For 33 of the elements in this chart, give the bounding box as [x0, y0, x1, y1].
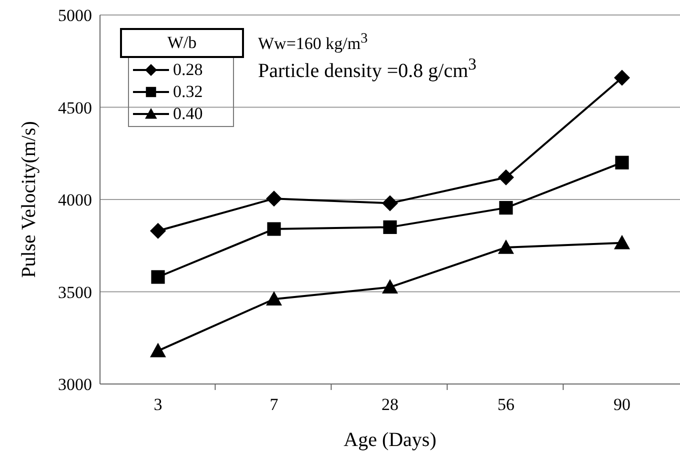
y-tick-label: 4500 — [58, 98, 92, 118]
point — [498, 169, 514, 186]
annotation: Particle density =0.8 g/cm$^{3}$ — [258, 54, 476, 82]
legend-title: W/b — [120, 28, 244, 58]
point — [266, 291, 282, 306]
point — [382, 279, 398, 294]
x-tick-label: 28 — [382, 395, 398, 414]
annotation: Ww=160 kg/m$^{3}$ — [258, 30, 368, 53]
y-axis-title: Pulse Velocity(m/s) — [18, 121, 40, 278]
point — [266, 190, 282, 207]
y-tick-label: 5000 — [58, 6, 92, 26]
point — [382, 195, 398, 212]
x-tick-label: 56 — [498, 395, 514, 414]
y-tick-label: 3500 — [58, 282, 92, 302]
point — [383, 220, 397, 234]
y-tick-label: 3000 — [58, 375, 92, 394]
point — [614, 234, 630, 250]
legend-label: 0.28 — [173, 60, 203, 80]
point — [614, 70, 630, 86]
x-axis-title: Age (Days) — [344, 429, 436, 451]
legend-label: 0.32 — [173, 82, 203, 102]
point — [150, 222, 166, 239]
point — [615, 156, 629, 170]
x-tick-label: 7 — [270, 395, 279, 414]
point — [150, 342, 166, 358]
point — [498, 239, 514, 254]
x-tick-label: 90 — [614, 395, 630, 414]
x-tick-label: 3 — [154, 395, 162, 414]
y-tick-label: 4000 — [58, 190, 92, 210]
legend-label: 0.40 — [173, 104, 203, 124]
point — [267, 222, 281, 236]
point — [499, 201, 513, 215]
point — [151, 270, 165, 284]
